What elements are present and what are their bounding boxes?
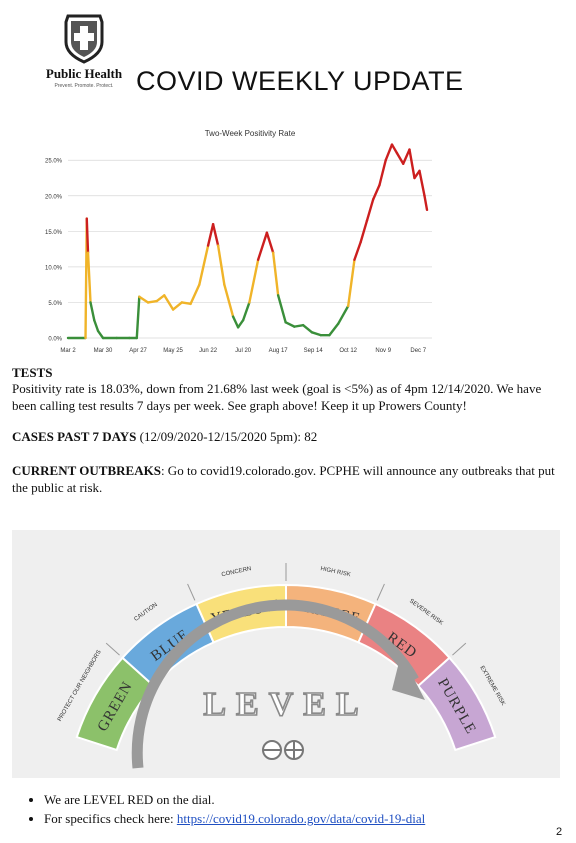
x-tick-label: Mar 30 <box>94 348 113 354</box>
x-tick-label: Aug 17 <box>269 348 289 354</box>
series-line-segment <box>89 301 96 322</box>
series-line-segment <box>293 323 305 328</box>
chart-background <box>14 116 438 362</box>
outbreaks-text: : Go to covid19.colorado.gov. PCPHE will… <box>12 463 555 495</box>
series-line-segment <box>378 159 387 187</box>
dial-center-label: LEVEL <box>203 686 368 723</box>
series-line-segment <box>346 258 356 308</box>
series-line-segment <box>85 217 90 254</box>
series-line-segment <box>336 304 350 325</box>
x-tick-label: May 25 <box>163 348 183 354</box>
list-item: For specifics check here: https://covid1… <box>44 809 425 828</box>
x-tick-label: Apr 27 <box>129 348 147 354</box>
x-tick-label: Oct 12 <box>339 348 357 354</box>
colorado-logo-icon <box>262 740 304 760</box>
logo-tagline: Prevent. Promote. Protect. <box>55 83 114 89</box>
dial-divider <box>187 583 196 601</box>
dial-divider <box>376 583 385 601</box>
x-tick-label: Dec 7 <box>410 348 426 354</box>
series-line-segment <box>86 251 92 304</box>
series-line-segment <box>231 315 240 329</box>
series-line-segment <box>310 331 322 337</box>
series-line-segment <box>365 198 375 222</box>
dial-arrow-head <box>392 654 425 700</box>
series-line-segment <box>359 219 369 244</box>
series-line-segment <box>372 183 381 201</box>
list-item: We are LEVEL RED on the dial. <box>44 790 425 809</box>
series-line-segment <box>241 301 251 322</box>
y-tick-label: 15.0% <box>45 230 63 236</box>
series-line-segment <box>189 283 201 306</box>
series-line-segment <box>395 151 405 165</box>
y-tick-label: 0.0% <box>48 337 62 343</box>
page-title: COVID WEEKLY UPDATE <box>136 66 464 96</box>
series-line-segment <box>301 323 314 334</box>
series-line-segment <box>198 244 210 286</box>
series-line-segment <box>138 295 150 304</box>
dial-segment-purple <box>416 656 497 752</box>
y-tick-label: 5.0% <box>48 301 62 307</box>
series-line-segment <box>180 301 192 306</box>
page-number: 2 <box>556 826 563 838</box>
series-line-segment <box>223 283 235 318</box>
series-line-segment <box>163 294 175 311</box>
series-line-segment <box>256 231 269 261</box>
x-tick-label: Sep 14 <box>304 348 324 354</box>
logo-text: Public Health <box>46 66 123 81</box>
series-line-segment <box>353 240 362 261</box>
current-outbreaks: CURRENT OUTBREAKS: Go to covid19.colorad… <box>12 462 560 496</box>
cases-text: (12/09/2020-12/15/2020 5pm): 82 <box>136 429 318 444</box>
series-line-segment <box>265 231 275 254</box>
cases-past-7-days: CASES PAST 7 DAYS (12/09/2020-12/15/2020… <box>12 428 560 445</box>
dial-divider <box>452 642 467 656</box>
series-line-segment <box>328 322 340 337</box>
series-line-segment <box>146 299 159 304</box>
chart-title: Two-Week Positivity Rate <box>205 129 296 138</box>
series-line-segment <box>384 143 394 162</box>
series-line-segment <box>276 294 287 324</box>
covid-dial-link[interactable]: https://covid19.colorado.gov/data/covid-… <box>176 811 426 826</box>
public-health-logo: Public Health Prevent. Promote. Protect. <box>46 14 123 89</box>
series-line-segment <box>93 319 100 333</box>
summary-list: We are LEVEL RED on the dial. For specif… <box>24 790 425 828</box>
series-line-segment <box>135 295 141 340</box>
series-line-segment <box>423 194 429 211</box>
y-tick-label: 10.0% <box>45 265 63 271</box>
y-tick-label: 25.0% <box>45 159 63 165</box>
y-tick-label: 20.0% <box>45 194 63 200</box>
specifics-prefix: For specifics check here: <box>44 811 177 826</box>
series-line-segment <box>236 319 245 329</box>
x-tick-label: Jul 20 <box>235 348 252 354</box>
outbreaks-label: CURRENT OUTBREAKS <box>12 463 161 478</box>
dial-level-statement: We are LEVEL RED on the dial. <box>44 792 215 807</box>
dial-arrow-arc <box>131 599 419 769</box>
tests-text: Positivity rate is 18.03%, down from 21.… <box>12 381 542 413</box>
series-line-segment <box>96 329 105 340</box>
series-line-segment <box>408 148 416 180</box>
series-line-segment <box>390 143 399 155</box>
series-line-segment <box>155 294 166 303</box>
x-tick-label: Nov 9 <box>375 348 391 354</box>
x-tick-label: Jun 22 <box>199 348 218 354</box>
series-line-segment <box>284 321 296 328</box>
series-line-segment <box>271 251 280 297</box>
dial-divider <box>105 642 120 656</box>
series-line-segment <box>216 244 226 286</box>
series-line-segment <box>206 223 215 247</box>
series-line-segment <box>171 301 184 311</box>
series-line-segment <box>402 148 411 165</box>
series-line-segment <box>248 258 260 304</box>
cases-label: CASES PAST 7 DAYS <box>12 429 137 444</box>
positivity-rate-chart: Two-Week Positivity Rate 0.0% 5.0% 10.0% 15… <box>14 116 438 362</box>
series-line-segment <box>211 223 220 247</box>
series-line-segment <box>418 169 426 197</box>
x-tick-label: Mar 2 <box>60 348 76 354</box>
tests-heading: TESTS <box>12 365 53 380</box>
